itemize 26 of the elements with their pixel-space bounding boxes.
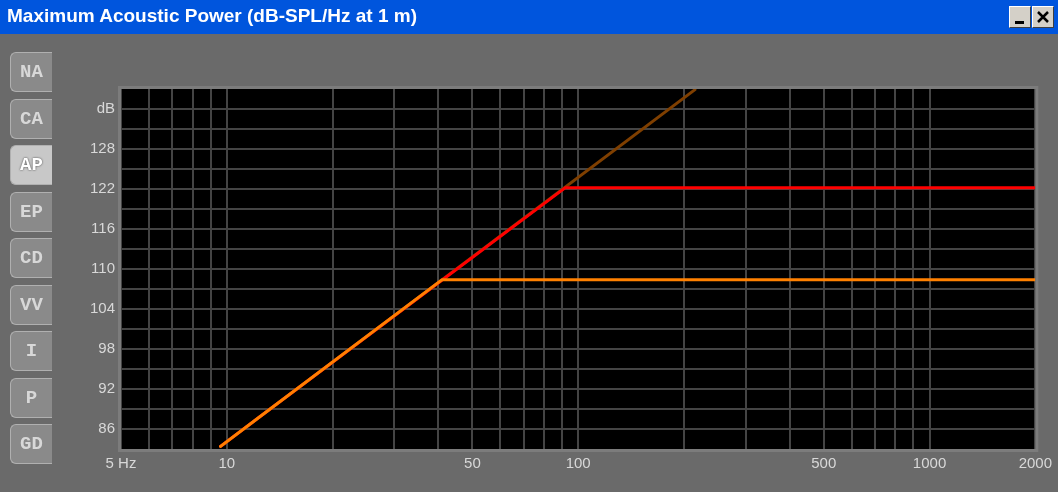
text: GD [10,424,52,464]
text: P [10,377,52,418]
y-tick-label: 104 [89,299,115,317]
text: EP [10,191,52,232]
x-tick-label: 1000 [912,454,947,472]
text: I [10,331,52,371]
y-tick-label: 116 [91,219,115,237]
text: AP [10,145,52,185]
x-tick-label: 500 [811,454,837,472]
text: CA [10,98,52,139]
y-tick-label: 110 [91,259,115,277]
y-tick-label: dB [96,99,115,117]
y-tick-label: 86 [98,419,115,437]
text: NA [10,52,52,92]
x-tick-label: 100 [565,454,591,472]
y-tick-label: 122 [89,179,115,197]
y-tick-label: 92 [98,379,115,397]
x-tick-label: 2000 [1018,454,1052,472]
y-tick-label: 128 [89,139,115,157]
x-tick-label: 5 Hz [105,454,137,472]
chart-title: Maximum Acoustic Power (dB-SPL/Hz at 1 m) [7,5,417,27]
x-tick-label: 10 [218,454,236,472]
y-tick-label: 98 [98,339,115,357]
x-tick-label: 50 [464,454,481,472]
text: CD [10,238,52,278]
text: VV [10,284,52,325]
